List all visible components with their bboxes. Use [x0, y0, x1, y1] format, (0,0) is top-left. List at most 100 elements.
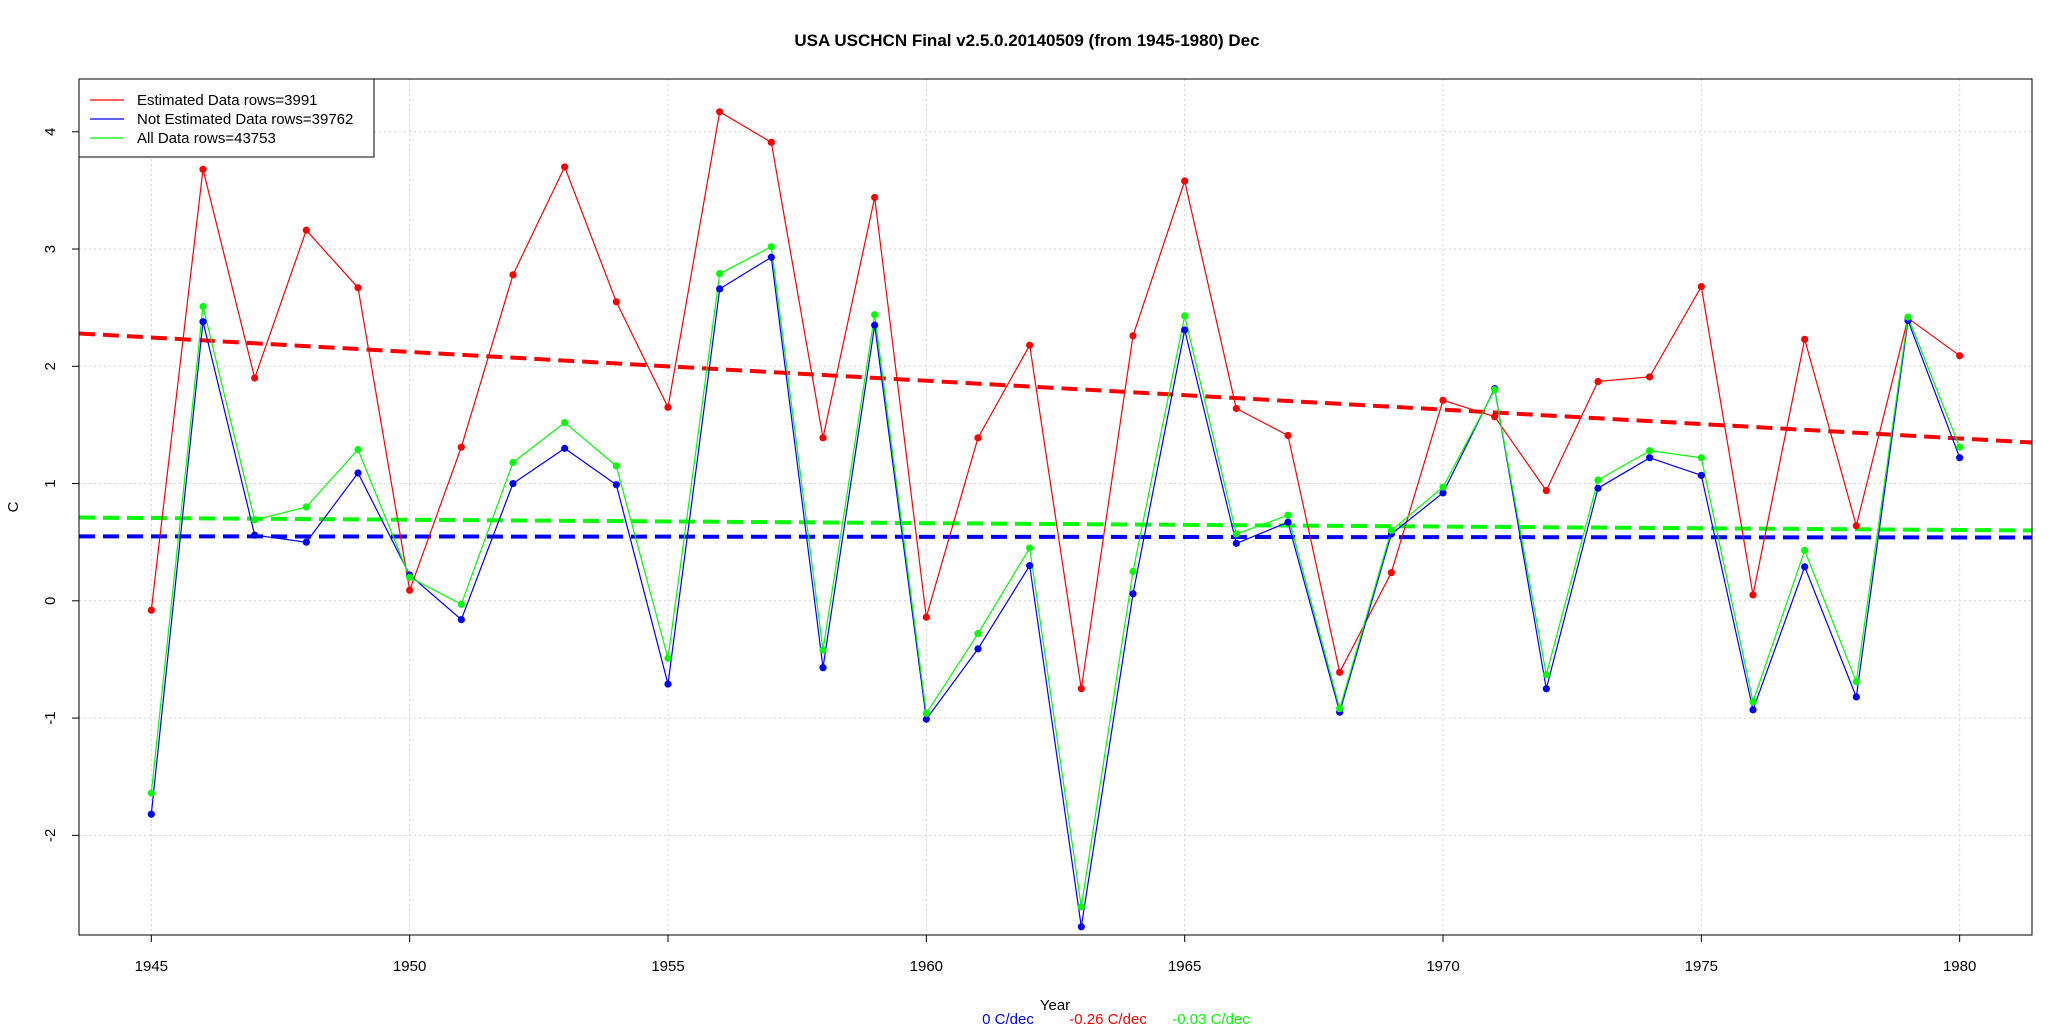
- data-point: [664, 403, 672, 411]
- trend-slope-labels: 0 C/dec -0.26 C/dec -0.03 C/dec: [982, 1011, 1250, 1026]
- y-axis-title: C: [5, 501, 22, 512]
- x-tick-label: 1945: [135, 958, 168, 975]
- x-tick-label: 1960: [910, 958, 943, 975]
- data-point: [406, 586, 414, 594]
- data-point: [561, 444, 569, 452]
- data-point: [1646, 373, 1654, 381]
- trend-slope-label: -0.26 C/dec: [1069, 1011, 1147, 1026]
- data-point: [354, 445, 362, 454]
- data-point: [1749, 706, 1757, 714]
- data-point: [612, 481, 620, 489]
- data-point: [509, 271, 517, 279]
- data-point: [1542, 486, 1550, 495]
- x-axis-title: Year: [1040, 997, 1070, 1014]
- data-point: [561, 418, 569, 427]
- axes: 1945 1950 1955 1960 1965 1970 1975 1980 -2 -1 0 1 2 3…: [42, 128, 1976, 975]
- data-point: [1491, 413, 1499, 421]
- data-point: [1232, 404, 1240, 413]
- data-point: [974, 434, 982, 442]
- data-point: [1336, 705, 1344, 713]
- data-point: [871, 311, 879, 319]
- data-point: [1026, 544, 1034, 552]
- y-tick-label: -1: [42, 711, 59, 724]
- data-point: [974, 630, 982, 638]
- data-point: [1181, 177, 1189, 185]
- data-point: [922, 709, 930, 717]
- data-point: [1439, 396, 1447, 404]
- legend-label: Not Estimated Data rows=39762: [137, 111, 353, 128]
- data-point: [974, 645, 982, 653]
- x-tick-label: 1980: [1943, 958, 1976, 975]
- data-point: [1852, 678, 1860, 686]
- series-line: [150, 245, 1961, 907]
- data-point: [922, 613, 930, 621]
- data-point: [1801, 563, 1809, 571]
- data-point: [1801, 546, 1809, 554]
- data-point: [1181, 312, 1189, 320]
- trend-lines: [78, 331, 2033, 540]
- data-point: [406, 573, 414, 581]
- grid: [79, 79, 2032, 935]
- data-point: [1956, 352, 1964, 360]
- data-point: [1956, 443, 1964, 451]
- data-point: [1284, 511, 1292, 519]
- data-point: [1129, 332, 1137, 340]
- trend-line: [78, 534, 2033, 540]
- data-point: [1749, 698, 1757, 706]
- data-point: [302, 503, 310, 511]
- data-point: [147, 789, 155, 797]
- data-point: [1387, 526, 1395, 535]
- data-point: [199, 302, 207, 311]
- y-tick-label: 2: [42, 362, 59, 370]
- data-point: [1232, 539, 1240, 547]
- data-point: [871, 321, 879, 329]
- data-point: [1336, 668, 1344, 676]
- data-point: [664, 680, 672, 688]
- data-point: [767, 138, 775, 146]
- legend-label: Estimated Data rows=3991: [137, 92, 318, 109]
- data-point: [1284, 518, 1292, 526]
- trend-slope-label: -0.03 C/dec: [1172, 1011, 1250, 1026]
- data-point: [509, 479, 517, 488]
- data-point: [664, 654, 672, 662]
- legend-label: All Data rows=43753: [137, 130, 276, 147]
- data-point: [1594, 377, 1602, 386]
- data-point: [1129, 590, 1137, 598]
- data-point: [922, 715, 930, 723]
- y-tick-label: -2: [42, 829, 59, 842]
- data-point: [1697, 454, 1705, 462]
- data-point: [819, 434, 827, 442]
- data-point: [302, 538, 310, 546]
- data-point: [354, 284, 362, 292]
- data-point: [457, 443, 465, 451]
- y-tick-label: 4: [42, 128, 59, 136]
- y-tick-label: 3: [42, 245, 59, 253]
- data-point: [767, 253, 775, 261]
- data-point: [1594, 476, 1602, 484]
- data-point: [1387, 569, 1395, 577]
- data-point: [767, 243, 775, 251]
- data-point: [561, 163, 569, 171]
- data-point: [871, 193, 879, 202]
- data-point: [1904, 313, 1912, 321]
- series-lines: [147, 108, 1964, 931]
- x-tick-label: 1955: [651, 958, 684, 975]
- data-point: [819, 664, 827, 672]
- series-line: [150, 256, 1961, 927]
- data-point: [1077, 903, 1085, 911]
- data-point: [1439, 483, 1447, 491]
- data-point: [1542, 685, 1550, 693]
- data-point: [354, 469, 362, 477]
- data-point: [612, 298, 620, 306]
- data-point: [147, 810, 155, 818]
- data-point: [251, 516, 259, 524]
- data-point: [1026, 341, 1034, 349]
- trend-line: [78, 515, 2033, 533]
- data-point: [302, 226, 310, 234]
- y-tick-label: 0: [42, 597, 59, 605]
- trend-slope-label: 0 C/dec: [982, 1011, 1034, 1026]
- data-point: [509, 458, 517, 467]
- legend: Estimated Data rows=3991 Not Estimated Da…: [78, 78, 375, 158]
- data-point: [199, 318, 207, 326]
